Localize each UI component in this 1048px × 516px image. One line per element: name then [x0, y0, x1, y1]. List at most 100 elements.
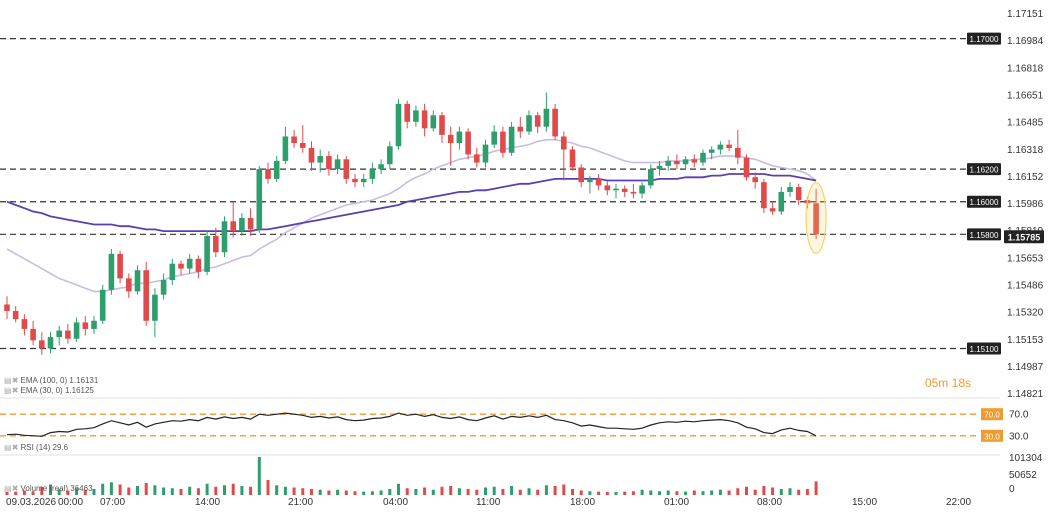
candle-body [395, 103, 402, 147]
settings-icon[interactable]: ▤ ✖ [4, 484, 19, 493]
volume-legend-label: Volume (real) 36463 [20, 484, 93, 493]
settings-icon[interactable]: ▤ ✖ [4, 376, 19, 385]
price-tick-label: 1.16818 [1007, 63, 1044, 74]
candle-body [308, 147, 315, 163]
volume-bar [631, 491, 635, 495]
ema100-legend-label: EMA (100, 0) 1.16131 [20, 376, 99, 385]
volume-bar [292, 487, 296, 495]
candle-body [526, 115, 532, 132]
volume-bar [301, 488, 305, 495]
candle-body [561, 136, 567, 150]
rsi-panel: 70.0 70.0 30.0 30.0 [0, 397, 1029, 442]
price-tick-label: 1.16152 [1007, 172, 1044, 183]
volume-bar [179, 488, 183, 495]
settings-icon[interactable]: ▤ ✖ [4, 386, 19, 395]
volume-bar [22, 490, 26, 495]
volume-bar [144, 482, 148, 495]
volume-bar [692, 490, 696, 495]
candle-body [708, 149, 715, 153]
price-tick-label: 1.14821 [1007, 389, 1044, 400]
volume-bar [457, 488, 461, 495]
price-tick-label: 1.15320 [1007, 308, 1044, 319]
time-axis-label: 21:00 [288, 497, 313, 508]
candle-countdown: 05m 18s [925, 376, 971, 390]
volume-bar [684, 491, 688, 495]
candle-body [482, 144, 489, 163]
price-tick-label: 1.15486 [1007, 281, 1044, 292]
volume-bar [797, 489, 801, 495]
candle-body [247, 218, 254, 230]
volume-bar [240, 485, 244, 495]
price-level-label: 1.16000 [970, 198, 999, 207]
volume-bar [771, 487, 775, 495]
candle-body [508, 126, 515, 153]
time-axis-label: 00:00 [58, 497, 83, 508]
candle-body [517, 126, 524, 132]
volume-bar [283, 486, 287, 495]
candle-body [300, 143, 306, 148]
ema100-legend[interactable]: ▤ ✖ EMA (100, 0) 1.16131 [4, 376, 98, 385]
current-price-label: 1.15785 [1008, 232, 1041, 242]
price-tick-label: 1.16318 [1007, 145, 1044, 156]
rsi-line [6, 412, 817, 437]
volume-bar [710, 490, 714, 495]
settings-icon[interactable]: ▤ ✖ [4, 443, 19, 452]
time-axis-label: 11:00 [476, 497, 501, 508]
volume-bar [353, 491, 357, 495]
candle-body [239, 218, 245, 232]
countdown-s: s [965, 376, 971, 390]
ema-lines [6, 138, 817, 293]
volume-bar [362, 491, 366, 495]
candle-body [648, 169, 654, 186]
volume-bar [370, 491, 374, 495]
candle-body [613, 188, 619, 191]
volume-bar [623, 491, 627, 495]
candle-body [587, 178, 593, 183]
volume-bar [675, 491, 679, 495]
candle-body [735, 147, 741, 158]
price-tick-label: 1.15653 [1007, 253, 1044, 264]
volume-bar [614, 491, 618, 495]
countdown-seconds: 18 [951, 376, 965, 390]
candle-body [343, 159, 350, 179]
volume-bar [318, 489, 322, 495]
volume-bar [466, 488, 470, 495]
volume-bar [527, 488, 531, 495]
volume-legend[interactable]: ▤ ✖ Volume (real) 36463 [4, 484, 93, 493]
volume-bar [745, 486, 748, 495]
price-tick-label: 1.15153 [1007, 335, 1044, 346]
price-level-label: 1.16200 [970, 166, 999, 175]
volume-bar [388, 488, 392, 495]
candle-body [360, 178, 367, 183]
price-tick-label: 1.16984 [1007, 36, 1044, 47]
volume-bar [109, 482, 113, 495]
volume-bar [127, 487, 131, 495]
volume-bar [658, 491, 661, 495]
ema30-legend[interactable]: ▤ ✖ EMA (30, 0) 1.16125 [4, 386, 94, 395]
volume-bar [379, 490, 383, 495]
candle-body [117, 253, 123, 279]
volume-bar [562, 484, 566, 495]
price-level-tag [967, 228, 1001, 241]
price-level-label: 1.15100 [970, 345, 999, 354]
candle-body [134, 270, 141, 292]
candle-body [421, 110, 428, 129]
candle-body [604, 185, 611, 191]
volume-bar [196, 488, 200, 495]
candle-body [778, 191, 785, 212]
volume-bar [544, 485, 548, 495]
candle-body [404, 103, 410, 122]
candle-body [726, 144, 732, 148]
candle-body [65, 330, 71, 339]
volume-bar [414, 488, 418, 495]
rsi-legend[interactable]: ▤ ✖ RSI (14) 29.6 [4, 443, 68, 452]
volume-bar [423, 487, 427, 495]
candle-body [543, 108, 550, 127]
volume-bar [605, 491, 609, 495]
volume-bar [266, 479, 270, 495]
candle-body [491, 131, 497, 145]
volume-bar [170, 488, 174, 495]
price-level-label: 1.17000 [970, 35, 999, 44]
